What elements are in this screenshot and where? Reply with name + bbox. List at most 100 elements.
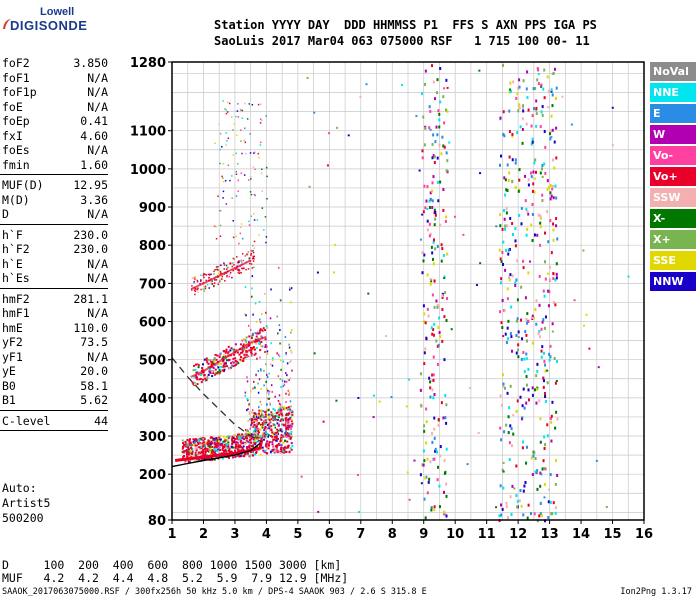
echo-point	[222, 177, 224, 179]
echo-point	[218, 269, 220, 271]
echo-point	[277, 353, 280, 356]
echo-point	[265, 434, 268, 437]
echo-point	[443, 315, 446, 319]
echo-point	[266, 409, 268, 412]
echo-point	[290, 329, 293, 332]
echo-point	[419, 372, 422, 376]
echo-point	[282, 441, 285, 444]
echo-point	[237, 179, 239, 182]
echo-point	[554, 96, 557, 100]
echo-point	[511, 221, 514, 225]
echo-point	[271, 443, 274, 446]
echo-point	[507, 415, 510, 419]
echo-point	[611, 106, 614, 109]
echo-point	[267, 434, 270, 437]
echo-point	[555, 217, 558, 221]
muf-row: MUF 4.2 4.2 4.4 4.8 5.2 5.9 7.9 12.9 [MH…	[2, 571, 349, 585]
echo-point	[438, 331, 441, 335]
echo-point	[219, 132, 222, 135]
echo-point	[273, 438, 276, 441]
echo-point	[280, 434, 283, 437]
echo-point	[537, 68, 540, 72]
echo-point	[254, 425, 256, 428]
echo-point	[433, 505, 436, 509]
echo-point	[214, 353, 217, 356]
echo-point	[244, 442, 247, 445]
echo-point	[256, 413, 259, 416]
echo-point	[248, 224, 251, 226]
echo-point	[280, 386, 282, 389]
echo-point	[192, 438, 195, 441]
echo-point	[246, 118, 249, 120]
echo-point	[260, 340, 263, 343]
echo-point	[499, 310, 502, 314]
echo-point	[207, 439, 210, 442]
echo-point	[218, 355, 221, 358]
echo-point	[201, 378, 204, 381]
echo-point	[520, 285, 523, 289]
echo-point	[437, 305, 440, 309]
echo-point	[260, 335, 263, 338]
y-tick-label: 500	[139, 354, 166, 369]
echo-point	[258, 436, 261, 439]
echo-point	[255, 415, 258, 418]
echo-point	[214, 142, 216, 145]
x-tick-label: 6	[325, 527, 334, 542]
echo-point	[264, 346, 267, 349]
echo-point	[431, 199, 434, 203]
echo-point	[502, 110, 505, 114]
echo-point	[254, 432, 257, 435]
echo-point	[521, 446, 524, 450]
echo-point	[231, 438, 234, 441]
echo-point	[442, 95, 445, 99]
echo-point	[253, 414, 256, 417]
echo-point	[215, 446, 218, 449]
echo-point	[266, 198, 268, 200]
echo-point	[269, 363, 272, 366]
echo-point	[266, 352, 269, 355]
param-row: yE 20.0	[2, 364, 108, 379]
echo-point	[268, 418, 271, 421]
echo-point	[272, 438, 275, 441]
echo-point	[507, 431, 510, 435]
echo-point	[445, 403, 448, 407]
echo-point	[279, 443, 282, 446]
echo-point	[213, 357, 216, 360]
param-row: C-level 44	[2, 414, 108, 429]
echo-point	[213, 282, 216, 284]
echo-point	[265, 380, 267, 383]
echo-point	[518, 85, 521, 89]
echo-point	[244, 351, 247, 354]
echo-point	[241, 267, 243, 270]
echo-point	[335, 399, 338, 402]
echo-point	[246, 254, 248, 256]
echo-point	[522, 266, 525, 270]
echo-point	[240, 359, 243, 362]
echo-point	[332, 271, 335, 274]
echo-point	[520, 357, 523, 361]
echo-point	[288, 343, 290, 346]
echo-point	[536, 469, 539, 473]
echo-point	[253, 442, 256, 445]
y-tick-label: 1000	[130, 163, 166, 178]
echo-point	[501, 298, 504, 302]
echo-point	[436, 78, 439, 82]
echo-point	[216, 438, 219, 441]
echo-point	[190, 452, 193, 455]
echo-point	[508, 406, 511, 410]
echo-point	[184, 440, 187, 443]
echo-point	[462, 233, 465, 236]
echo-point	[516, 130, 519, 134]
echo-point	[521, 117, 524, 121]
param-name: hmF2	[2, 291, 30, 306]
echo-point	[197, 364, 200, 367]
echo-point	[495, 225, 498, 228]
echo-point	[265, 421, 268, 424]
logo-lowell-text: Lowell	[40, 6, 75, 18]
echo-point	[289, 434, 292, 437]
param-name: hmE	[2, 320, 23, 335]
echo-point	[232, 236, 235, 239]
echo-point	[535, 322, 538, 326]
echo-point	[504, 386, 507, 390]
echo-point	[197, 373, 200, 376]
